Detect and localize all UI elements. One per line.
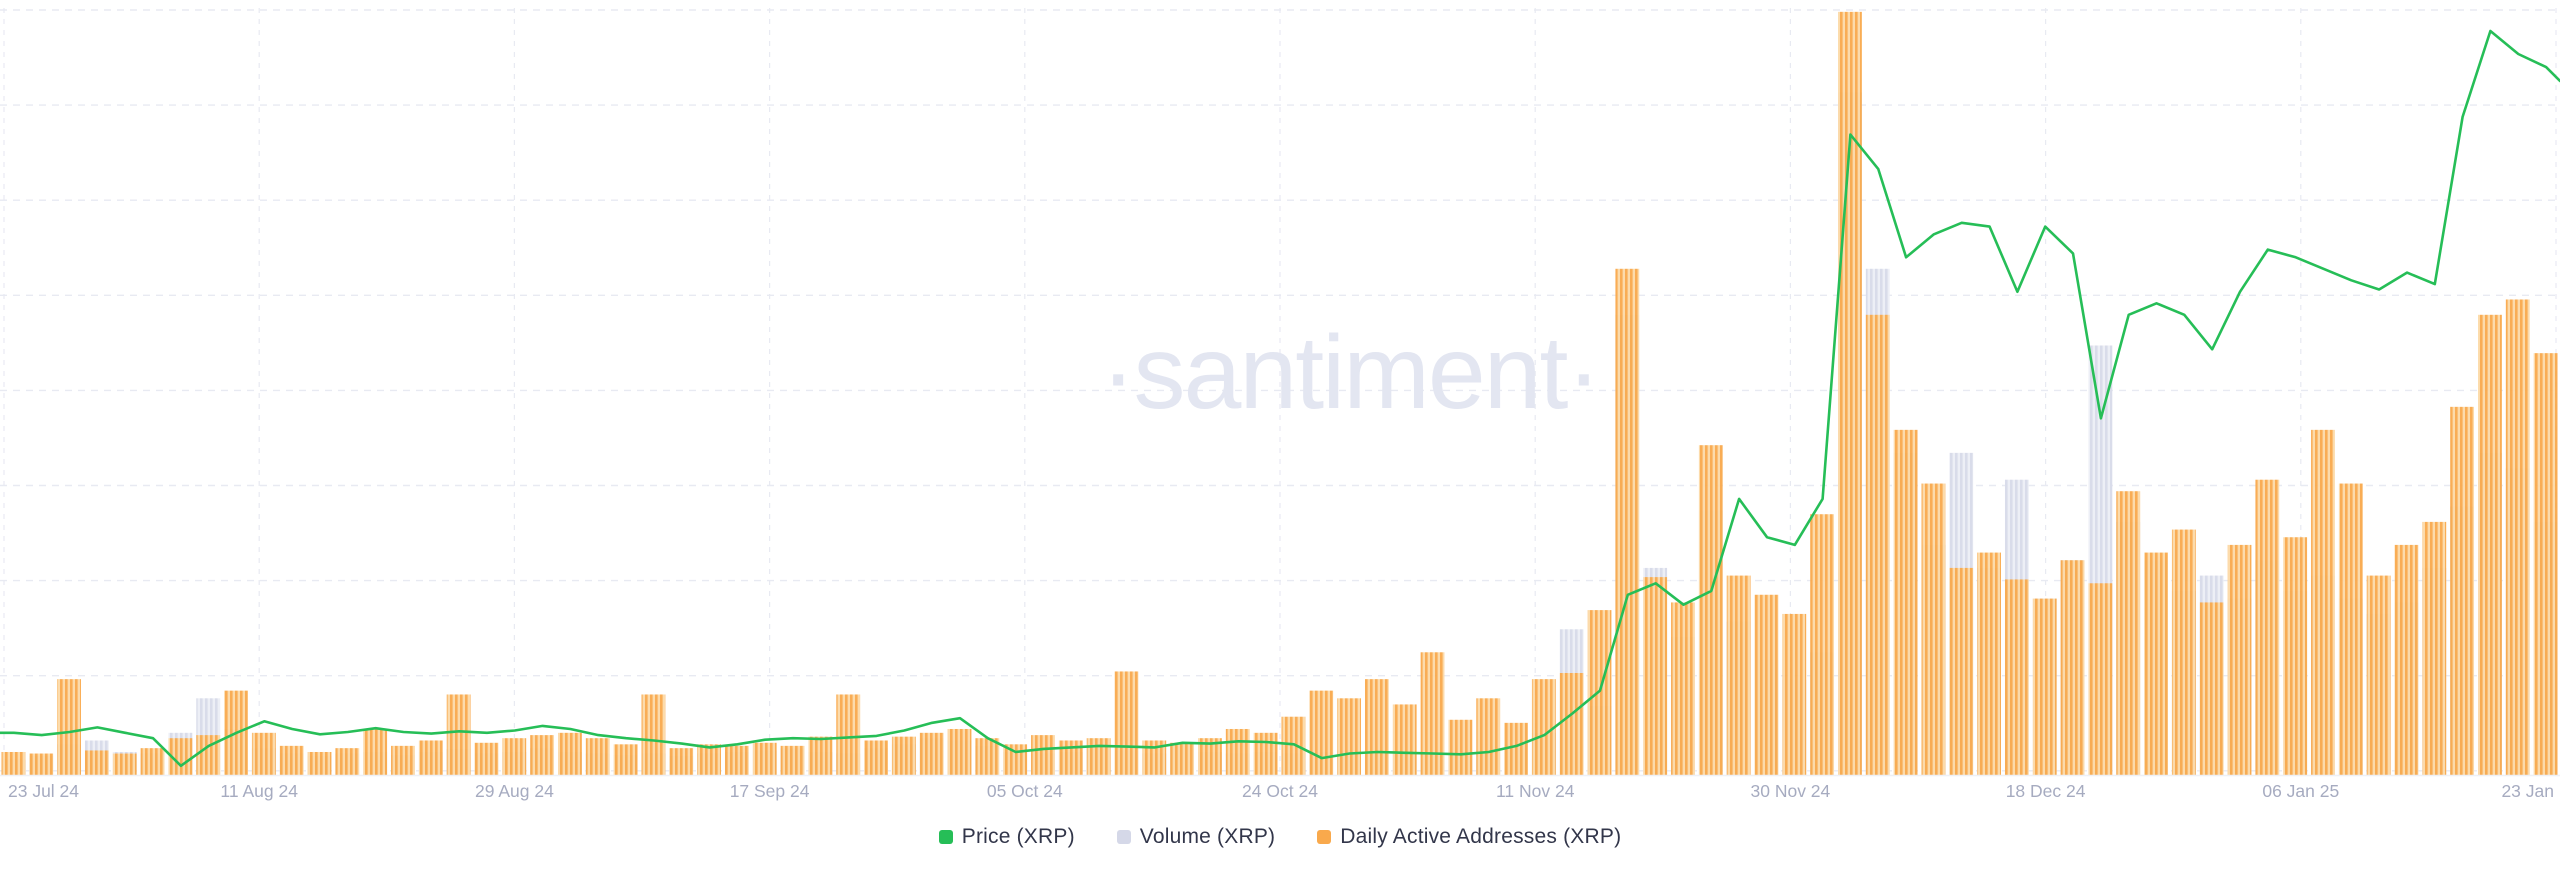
legend-label-volume: Volume (XRP)	[1139, 825, 1276, 848]
x-tick-label: 11 Aug 24	[220, 781, 298, 801]
chart-legend: Price (XRP) Volume (XRP) Daily Active Ad…	[0, 820, 2560, 854]
legend-item-daa[interactable]: Daily Active Addresses (XRP)	[1317, 825, 1621, 849]
x-tick-label: 29 Aug 24	[475, 781, 554, 801]
legend-item-price[interactable]: Price (XRP)	[938, 825, 1075, 849]
x-tick-label: 11 Nov 24	[1496, 781, 1575, 801]
x-tick-label: 23 Jul 24	[8, 781, 79, 801]
legend-item-volume[interactable]: Volume (XRP)	[1116, 825, 1276, 849]
price-series-swatch-icon	[938, 830, 953, 844]
legend-label-daa: Daily Active Addresses (XRP)	[1340, 825, 1622, 848]
volume-series-swatch-icon	[1116, 830, 1131, 844]
daa-series-swatch-icon	[1317, 830, 1332, 844]
price-line	[0, 29, 2560, 768]
x-tick-label: 24 Oct 24	[1242, 781, 1318, 801]
legend-label-price: Price (XRP)	[961, 825, 1075, 848]
x-tick-label: 23 Jan	[2501, 781, 2554, 801]
x-tick-label: 18 Dec 24	[2006, 781, 2086, 801]
x-axis-tick-labels: 23 Jul 24 11 Aug 24 29 Aug 24 17 Sep 24 05 O…	[8, 781, 2554, 801]
x-tick-label: 30 Nov 24	[1751, 781, 1831, 801]
x-tick-label: 06 Jan 25	[2262, 781, 2339, 801]
x-tick-label: 05 Oct 24	[987, 781, 1063, 801]
x-tick-label: 17 Sep 24	[730, 781, 810, 801]
santiment-watermark: ·santiment·	[1101, 315, 1599, 431]
daa-bars	[1, 11, 2558, 775]
